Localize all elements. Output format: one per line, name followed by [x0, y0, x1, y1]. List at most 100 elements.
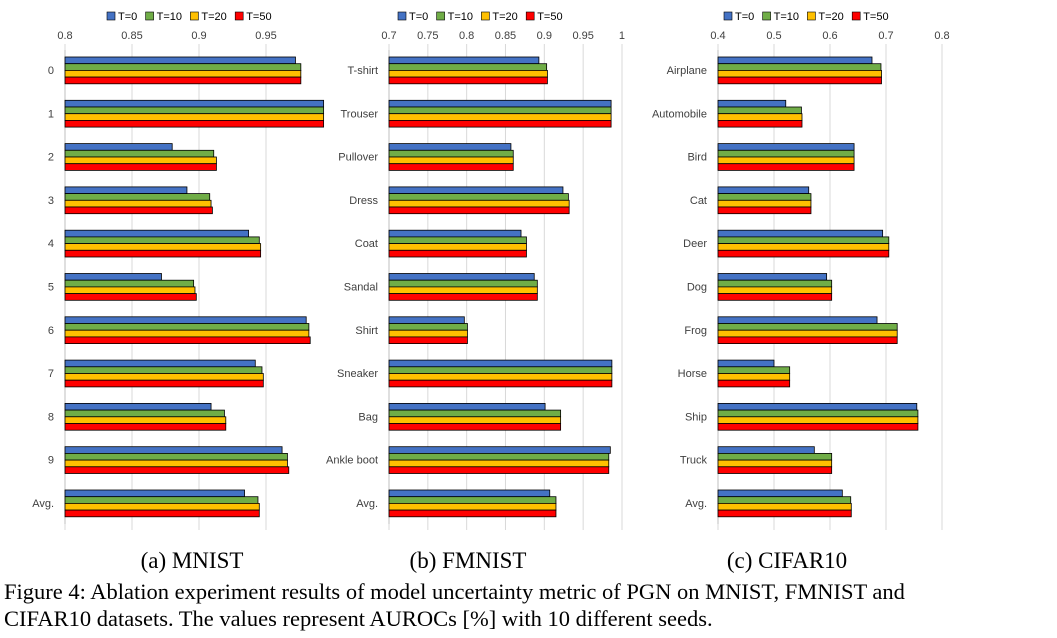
bar [717, 279, 833, 288]
bar [388, 113, 612, 121]
bar [64, 466, 290, 474]
bar [388, 489, 551, 498]
bar [717, 56, 873, 65]
x-tick-label: 0.4 [710, 30, 725, 42]
bar [64, 149, 215, 158]
bar [388, 373, 613, 381]
legend-swatch [762, 11, 771, 21]
category-label: Bag [358, 411, 378, 423]
bar [717, 193, 812, 201]
x-tick-label: 0.9 [191, 30, 206, 42]
bar [64, 509, 260, 518]
bar [64, 63, 302, 71]
bar [388, 206, 570, 215]
bar [717, 502, 852, 511]
bar [64, 489, 245, 498]
bar [717, 379, 791, 388]
bar [388, 156, 514, 165]
bar [717, 452, 833, 461]
legend-swatch [397, 11, 407, 21]
bar [64, 199, 212, 208]
bar [717, 286, 833, 294]
bar [64, 193, 211, 201]
bar [388, 359, 613, 368]
bar [388, 186, 564, 194]
bar [388, 423, 562, 431]
category-label: Ship [685, 411, 707, 423]
bar [64, 409, 225, 418]
bar [388, 496, 557, 504]
category-label: Ankle boot [326, 455, 378, 467]
bar [64, 359, 256, 368]
bar [388, 56, 540, 65]
category-label: 6 [48, 325, 54, 337]
legend-label: T=50 [246, 11, 271, 23]
category-label: Horse [678, 368, 707, 380]
bar [64, 329, 310, 338]
x-tick-label: 0.85 [121, 30, 142, 42]
bar [64, 273, 162, 281]
bar [64, 423, 227, 431]
x-tick-label: 0.75 [417, 30, 438, 42]
legend-swatch [481, 11, 490, 21]
category-label: Shirt [355, 325, 378, 337]
caption-line-1: Figure 4: Ablation experiment results of… [4, 579, 905, 604]
x-tick-label: 0.8 [934, 30, 949, 42]
bar [388, 163, 514, 171]
bar [717, 466, 833, 474]
bar [717, 76, 882, 85]
x-tick-label: 0.9 [537, 30, 552, 42]
category-label: 9 [48, 455, 54, 467]
legend-label: T=20 [492, 11, 517, 23]
bar [64, 249, 262, 258]
bar [388, 409, 562, 418]
bar [64, 236, 260, 244]
bar [388, 416, 562, 424]
bar [64, 243, 262, 251]
category-label: Avg. [32, 498, 54, 510]
legend-swatch [234, 11, 244, 21]
bar [64, 316, 307, 324]
bar [717, 249, 890, 258]
category-label: 0 [48, 65, 54, 77]
category-label: Bird [687, 152, 707, 164]
bar [388, 106, 612, 115]
bar [717, 446, 815, 454]
legend-swatch [145, 11, 154, 21]
category-label: Automobile [652, 108, 707, 120]
bar [717, 496, 852, 504]
x-tick-label: 0.5 [766, 30, 781, 42]
category-label: 4 [48, 238, 54, 250]
bar [388, 446, 611, 454]
bar [64, 402, 212, 411]
x-tick-label: 0.8 [57, 30, 72, 42]
x-tick-label: 1 [619, 30, 625, 42]
bar [717, 163, 855, 171]
legend-label: T=50 [537, 11, 562, 23]
category-label: Avg. [685, 498, 707, 510]
bar [717, 243, 890, 251]
bar [388, 293, 538, 301]
bar [64, 496, 259, 504]
category-label: Deer [683, 238, 707, 250]
bar [388, 509, 557, 518]
x-tick-label: 0.95 [255, 30, 276, 42]
figure-caption: Figure 4: Ablation experiment results of… [4, 578, 1054, 632]
bar [388, 143, 512, 151]
bar [717, 336, 898, 344]
bar [717, 236, 890, 244]
bar [388, 329, 468, 338]
bar [717, 106, 802, 115]
category-label: Trouser [341, 108, 379, 120]
x-tick-label: 0.7 [381, 30, 396, 42]
x-tick-label: 0.8 [459, 30, 474, 42]
legend-label: T=50 [863, 11, 888, 23]
x-tick-label: 0.85 [495, 30, 516, 42]
bar [64, 459, 288, 468]
bar [717, 359, 775, 368]
bar [64, 156, 217, 165]
x-tick-label: 0.6 [822, 30, 837, 42]
bar [388, 249, 527, 258]
bar [717, 459, 833, 468]
